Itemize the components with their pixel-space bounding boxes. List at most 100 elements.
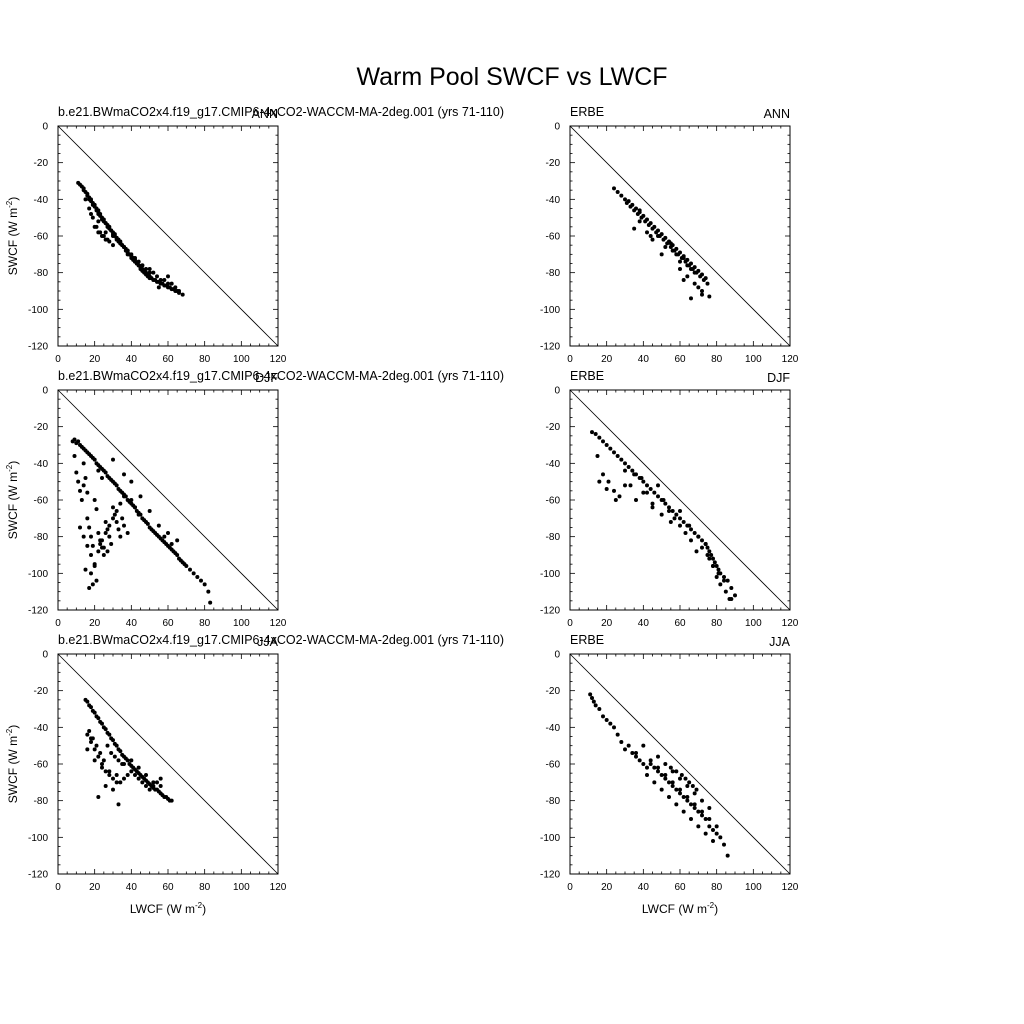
data-point [133,256,137,260]
y-tick-label: -20 [546,158,561,169]
data-point [634,754,638,759]
data-point [674,787,679,792]
data-point [92,224,97,229]
y-tick-label: 0 [554,386,560,397]
data-point [107,534,112,539]
data-point [85,543,90,548]
data-point [112,754,117,759]
data-point [667,780,671,785]
x-tick-label: 20 [89,882,101,893]
panel-left-label: b.e21.BWmaCO2x4.f19_g17.CMIP6-4xCO2-WACC… [58,105,504,119]
data-point [125,758,130,763]
data-point [129,479,134,484]
data-point [692,791,697,796]
panel-right-label: JJA [257,635,279,649]
data-point [668,520,673,524]
x-tick-label: 120 [270,618,287,629]
panel-left-label: ERBE [570,369,604,383]
x-tick-label: 20 [601,882,613,893]
y-tick-label: -40 [546,195,561,206]
y-tick-label: -20 [34,158,49,169]
data-point [641,479,646,484]
data-point [652,224,657,229]
data-point [89,736,93,741]
data-point [175,553,180,557]
data-point [678,509,682,513]
data-point [663,501,668,506]
data-point [155,780,159,785]
data-point [96,549,101,554]
data-point [628,483,633,488]
x-axis-label-exponent: -2 [707,901,715,910]
data-point [89,534,93,539]
data-point [700,813,704,818]
data-point [689,261,693,266]
data-point [656,765,660,770]
data-point [703,542,708,546]
data-point [630,468,635,473]
data-point [147,270,152,275]
data-point [593,432,598,436]
scatter-panel-4: 0 20 40 60 80 100 120 0 -20 -40 -60 -80 -100 -120 ERBE… [540,369,799,629]
data-point [120,516,125,521]
data-point [136,765,141,770]
data-point [689,527,693,532]
data-point [136,512,141,517]
data-point [687,780,692,785]
data-point [630,751,635,755]
data-point [90,543,95,548]
y-axis-label-tail: ) [6,197,20,201]
data-point [122,472,126,477]
data-point [114,743,119,748]
data-point [678,267,682,271]
data-point [158,784,163,788]
data-point [81,483,86,488]
x-tick-label: 100 [745,354,762,365]
data-point [656,754,660,759]
y-axis-label: SWCF (W m-2) [5,197,20,275]
y-axis-label-base: SWCF (W m [6,736,20,803]
data-point [692,265,697,270]
data-point [608,446,613,451]
data-point [72,454,77,458]
data-point [659,252,664,257]
x-tick-label: 0 [567,882,573,893]
data-point [656,483,660,488]
x-tick-label: 80 [711,882,723,893]
data-point [195,575,200,579]
data-point [116,527,121,532]
x-tick-label: 120 [782,618,799,629]
data-point [136,776,141,781]
data-point [89,571,93,576]
data-point [114,780,119,785]
data-point [109,751,114,755]
data-point [191,571,196,576]
data-point [674,252,679,257]
data-point [162,534,167,539]
y-tick-label: -20 [34,686,49,697]
data-point [85,699,90,704]
data-point [681,795,686,799]
data-point [85,516,90,521]
y-tick-label: 0 [42,386,48,397]
y-axis-label: SWCF (W m-2) [5,725,20,803]
y-tick-label: -40 [34,459,49,470]
data-point [78,525,82,530]
data-point [112,512,117,517]
data-point [129,758,134,763]
data-point [639,476,644,480]
data-point [692,531,697,535]
data-point [652,765,657,770]
y-tick-label: -100 [540,305,560,316]
data-point [613,498,618,502]
data-point [663,245,668,249]
data-point [626,743,631,748]
data-point [125,773,130,777]
data-point [83,197,88,202]
data-point [180,292,185,297]
data-point [175,538,180,543]
data-point [685,257,690,262]
data-point [76,479,81,484]
data-point [707,549,712,554]
data-point [114,237,119,242]
